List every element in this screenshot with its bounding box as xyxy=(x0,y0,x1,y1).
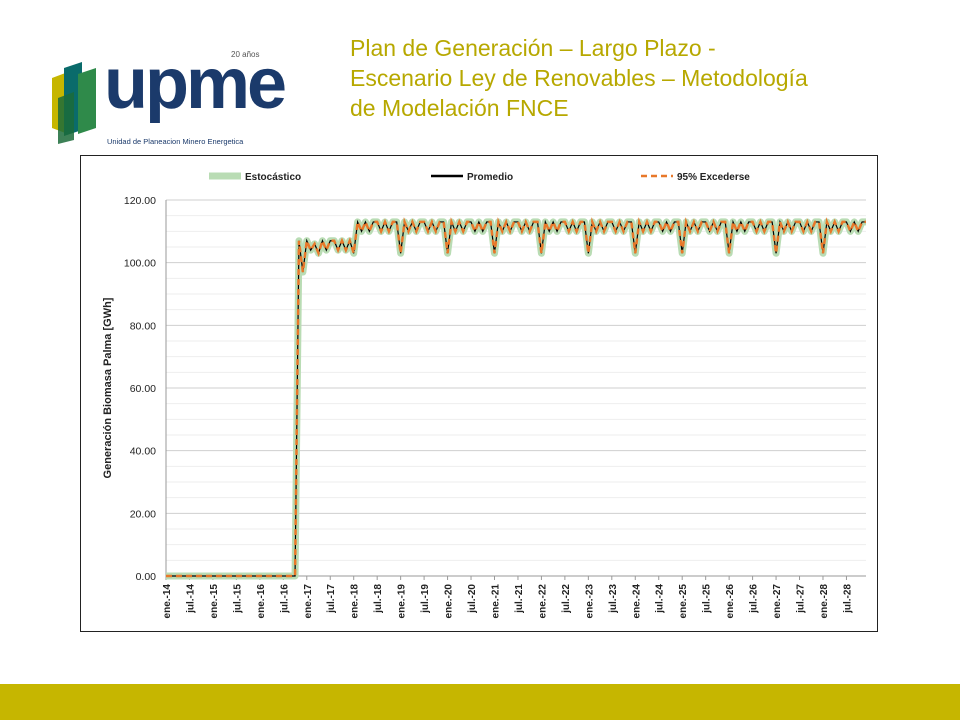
chart-frame: 0.00 20.00 40.00 60.00 80.00 100.00 120.00 Gene… xyxy=(80,155,878,632)
x-tick-label: jul.-21 xyxy=(514,584,525,614)
y-tick-label: 20.00 xyxy=(130,508,156,520)
title-line-1: Plan de Generación – Largo Plazo - xyxy=(350,35,716,61)
x-tick-label: ene.-24 xyxy=(631,584,642,619)
x-tick-label: ene.-26 xyxy=(725,584,736,619)
x-tick-label: ene.-22 xyxy=(537,584,548,619)
x-tick-label: ene.-23 xyxy=(584,584,595,619)
x-tick-label: jul.-24 xyxy=(655,584,666,614)
x-tick-label: ene.-15 xyxy=(209,584,220,619)
x-tick-label: ene.-14 xyxy=(162,584,173,619)
series-line-95-excederse xyxy=(166,217,866,578)
x-tick-label: ene.-16 xyxy=(256,584,267,619)
logo-subtitle: Unidad de Planeacion Minero Energetica xyxy=(107,137,244,146)
y-tick-label: 80.00 xyxy=(130,320,156,332)
x-tick-label: ene.-27 xyxy=(772,584,783,619)
logo-wordmark: upme xyxy=(104,44,287,124)
series-line-estocastico xyxy=(166,218,866,580)
x-tick-label: jul.-17 xyxy=(326,584,337,614)
footer-band xyxy=(0,684,960,720)
x-tick-label: jul.-22 xyxy=(561,584,572,614)
legend-label: Promedio xyxy=(467,172,513,183)
x-tick-label: jul.-28 xyxy=(842,584,853,614)
page-title: Plan de Generación – Largo Plazo - Escen… xyxy=(350,33,940,123)
x-tick-label: ene.-20 xyxy=(444,584,455,619)
x-tick-label: ene.-28 xyxy=(819,584,830,619)
x-tick-label: jul.-15 xyxy=(232,584,243,614)
x-tick-label: ene.-19 xyxy=(397,584,408,619)
y-tick-label: 40.00 xyxy=(130,446,156,458)
x-tick-label: jul.-20 xyxy=(467,584,478,614)
x-tick-label: jul.-14 xyxy=(185,584,196,614)
x-tick-label: jul.-27 xyxy=(796,584,807,614)
biomasa-chart: 0.00 20.00 40.00 60.00 80.00 100.00 120.00 Gene… xyxy=(102,172,866,619)
x-tick-label: jul.-23 xyxy=(608,584,619,614)
x-tick-label: jul.-16 xyxy=(279,584,290,614)
x-tick-label: ene.-18 xyxy=(350,584,361,619)
upme-logo xyxy=(48,48,278,158)
x-tick-label: ene.-25 xyxy=(678,584,689,619)
logo-anniversary: 20 años xyxy=(231,50,260,59)
y-tick-label: 120.00 xyxy=(124,195,156,207)
y-tick-label: 100.00 xyxy=(124,258,156,270)
y-tick-label: 0.00 xyxy=(136,571,157,583)
title-line-2: Escenario Ley de Renovables – Metodologí… xyxy=(350,65,808,91)
y-tick-label: 60.00 xyxy=(130,383,156,395)
title-line-3: de Modelación FNCE xyxy=(350,95,569,121)
x-tick-label: jul.-19 xyxy=(420,584,431,614)
x-tick-label: jul.-25 xyxy=(702,584,713,614)
x-tick-label: jul.-18 xyxy=(373,584,384,614)
y-axis-label: Generación Biomasa Palma [GWh] xyxy=(102,297,114,478)
x-tick-label: jul.-26 xyxy=(749,584,760,614)
logo-emblem-icon xyxy=(52,62,96,144)
x-tick-label: ene.-21 xyxy=(490,584,501,619)
series-line-promedio xyxy=(166,219,866,577)
x-tick-label: ene.-17 xyxy=(303,584,314,619)
legend-label: Estocástico xyxy=(245,172,301,183)
legend-label: 95% Excederse xyxy=(677,172,750,183)
